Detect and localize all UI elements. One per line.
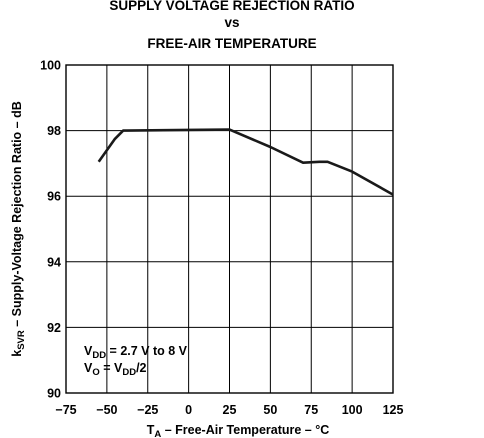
x-tick-label: 125 xyxy=(383,403,404,417)
y-axis-label-rest: – Supply-Voltage Rejection Ratio – dB xyxy=(10,101,24,330)
annotation-vdd-rest: = 2.7 V to 8 V xyxy=(106,344,188,358)
x-axis-label-rest: – Free-Air Temperature – °C xyxy=(161,423,329,437)
x-axis-label-main: T xyxy=(147,423,155,437)
annotation-vo-rest: = V xyxy=(100,361,123,375)
annotation-vdd-sub: DD xyxy=(92,350,106,361)
chart-title-line-3: FREE-AIR TEMPERATURE xyxy=(147,36,316,51)
x-tick-label: 0 xyxy=(185,403,192,417)
series-points xyxy=(99,130,394,195)
x-tick-label: 75 xyxy=(304,403,318,417)
y-axis-label-main: k xyxy=(10,350,24,357)
y-tick-label: 92 xyxy=(47,321,61,335)
x-tick-label: −25 xyxy=(137,403,158,417)
annotation-vdd-main: V xyxy=(84,344,93,358)
x-tick-labels: −75 −50 −25 0 25 50 75 100 125 xyxy=(55,403,403,417)
x-tick-label: 25 xyxy=(223,403,237,417)
x-tick-label: 50 xyxy=(263,403,277,417)
y-axis-label-sub: SVR xyxy=(16,330,27,350)
y-tick-label: 94 xyxy=(47,255,61,269)
y-tick-labels: 90 92 94 96 98 100 xyxy=(40,59,61,401)
series-line xyxy=(97,128,394,196)
annotation-vdd: VDD = 2.7 V to 8 V xyxy=(84,344,188,361)
y-tick-label: 98 xyxy=(47,124,61,138)
x-tick-label: 100 xyxy=(342,403,363,417)
x-axis-label-sub: A xyxy=(154,429,161,438)
y-tick-label: 96 xyxy=(47,190,61,204)
y-tick-label: 100 xyxy=(40,59,61,73)
annotation-vo-rest2: /2 xyxy=(136,361,146,375)
annotation-vo-sub2: DD xyxy=(122,367,136,378)
y-axis-label: kSVR – Supply-Voltage Rejection Ratio – … xyxy=(10,101,27,356)
chart-title-line-2: vs xyxy=(224,15,239,30)
plot-frame xyxy=(65,64,394,394)
chart-title-line-1: SUPPLY VOLTAGE REJECTION RATIO xyxy=(109,0,354,13)
x-axis-label: TA – Free-Air Temperature – °C xyxy=(147,423,330,438)
annotation-vo-main: V xyxy=(84,361,93,375)
y-tick-label: 90 xyxy=(47,387,61,401)
annotation-vo: VO = VDD/2 xyxy=(84,361,147,378)
x-tick-label: −75 xyxy=(55,403,76,417)
annotation-vo-sub: O xyxy=(92,367,99,378)
x-tick-label: −50 xyxy=(96,403,117,417)
